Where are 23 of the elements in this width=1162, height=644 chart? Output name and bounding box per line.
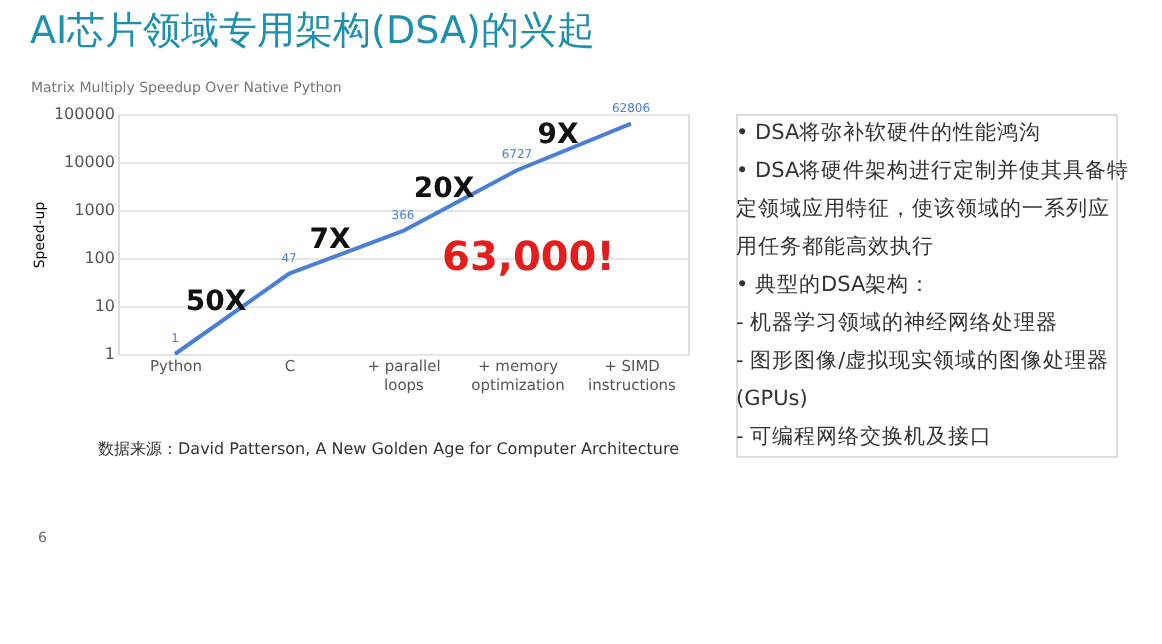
text: - 图形图像/虚拟现实领域的图像处理器 xyxy=(736,347,1110,373)
text: • DSA将硬件架构进行定制并使其具备特 xyxy=(736,157,1130,183)
annotation: 20X xyxy=(413,172,475,205)
y-tick-label: 100000 xyxy=(53,105,115,123)
y-tick-label: 1 xyxy=(104,345,115,363)
text: - 可编程网络交换机及接口 xyxy=(736,423,993,449)
source-note: 数据来源：David Patterson, A New Golden Age for Computer Architecture xyxy=(98,440,680,458)
text: 用任务都能高效执行 xyxy=(736,233,934,259)
line-series xyxy=(173,121,633,356)
annotation: 7X xyxy=(309,224,351,257)
text: • 典型的DSA架构： xyxy=(736,271,932,297)
annotation: 9X xyxy=(537,118,579,151)
text: (GPUs) xyxy=(736,387,808,411)
annotation: 63,000! xyxy=(442,232,615,280)
text: 定领域应用特征，使该领域的一系列应 xyxy=(736,195,1110,221)
y-tick-label: 10 xyxy=(94,297,115,315)
y-tick-label: 100 xyxy=(84,249,115,267)
annotation: 50X xyxy=(185,285,247,318)
y-tick-label: 10000 xyxy=(64,153,115,171)
y-tick-label: 1000 xyxy=(74,201,115,219)
text: • DSA将弥补软硬件的性能鸿沟 xyxy=(736,119,1042,145)
chart-title: AI芯片领域专用架构(DSA)的兴起 xyxy=(29,8,595,53)
text: - 机器学习领域的神经网络处理器 xyxy=(736,309,1059,335)
